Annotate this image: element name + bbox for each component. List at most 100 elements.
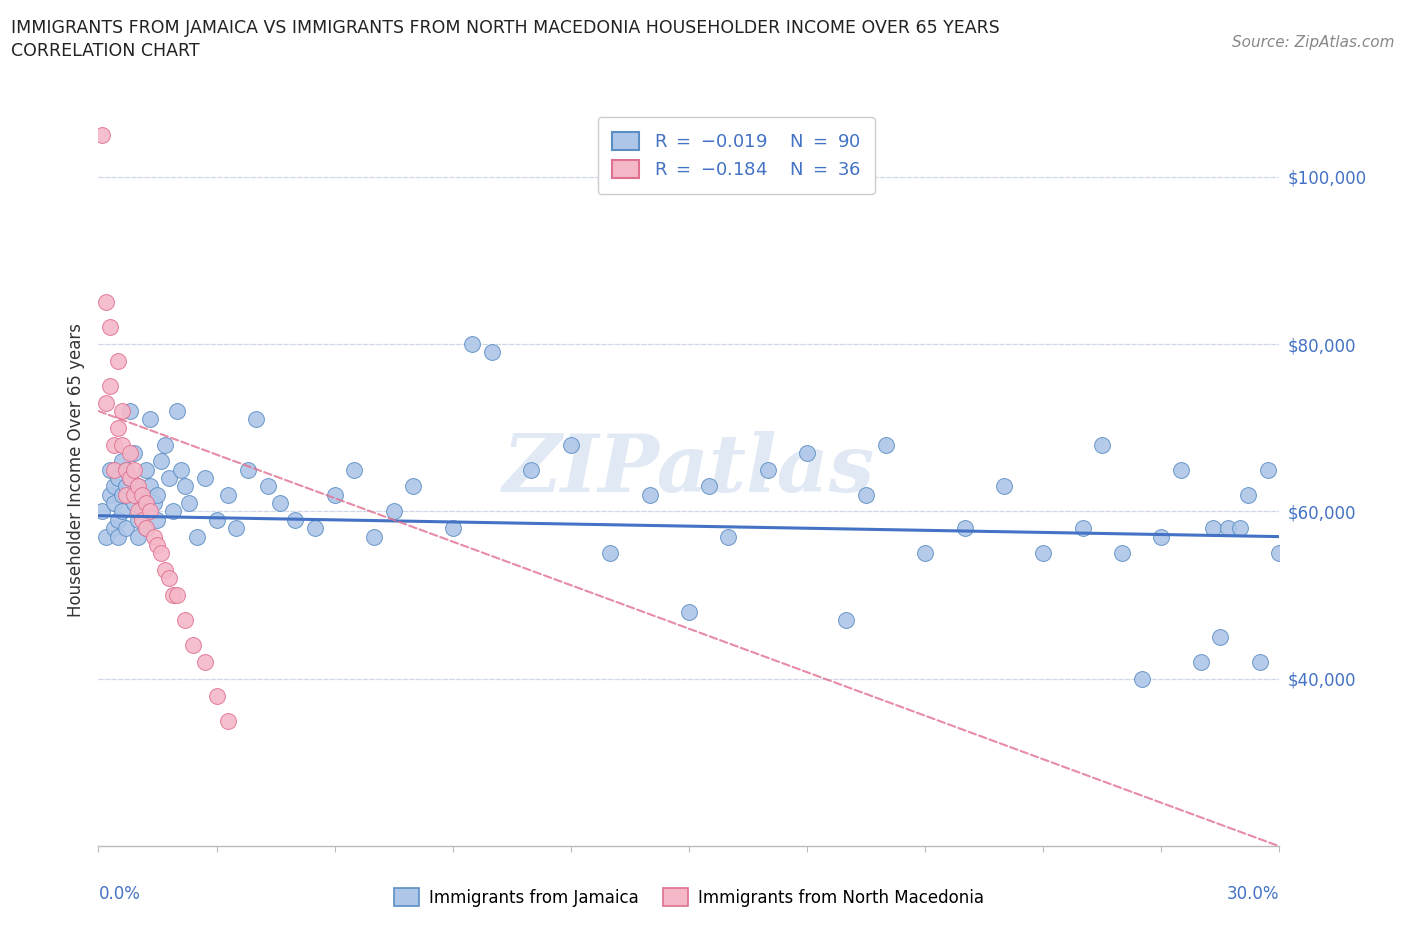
Point xyxy=(96,295,118,310)
Point xyxy=(323,487,346,502)
Point xyxy=(103,437,125,452)
Point xyxy=(135,496,157,511)
Point xyxy=(111,404,134,418)
Text: IMMIGRANTS FROM JAMAICA VS IMMIGRANTS FROM NORTH MACEDONIA HOUSEHOLDER INCOME OV: IMMIGRANTS FROM JAMAICA VS IMMIGRANTS FR… xyxy=(11,19,1000,36)
Point xyxy=(103,479,125,494)
Point xyxy=(382,504,405,519)
Point xyxy=(111,454,134,469)
Point xyxy=(103,496,125,511)
Point xyxy=(953,521,976,536)
Point xyxy=(441,521,464,536)
Point xyxy=(118,445,141,460)
Point xyxy=(181,638,204,653)
Point xyxy=(98,462,121,477)
Point xyxy=(142,529,165,544)
Point xyxy=(146,512,169,527)
Point xyxy=(96,395,118,410)
Point xyxy=(236,462,259,477)
Point xyxy=(402,479,425,494)
Point xyxy=(131,487,153,502)
Point xyxy=(599,546,621,561)
Point xyxy=(1237,487,1260,502)
Text: 0.0%: 0.0% xyxy=(98,885,141,903)
Point xyxy=(1218,521,1240,536)
Point xyxy=(135,521,157,536)
Point xyxy=(127,512,149,527)
Point xyxy=(1071,521,1094,536)
Point xyxy=(96,529,118,544)
Point xyxy=(1201,521,1223,536)
Point xyxy=(107,512,129,527)
Point xyxy=(118,471,141,485)
Point xyxy=(118,471,141,485)
Point xyxy=(146,538,169,552)
Point xyxy=(98,379,121,393)
Point xyxy=(1209,630,1232,644)
Point xyxy=(122,487,145,502)
Point xyxy=(115,462,138,477)
Point xyxy=(111,437,134,452)
Point xyxy=(225,521,247,536)
Point xyxy=(269,496,291,511)
Point xyxy=(1091,437,1114,452)
Point xyxy=(796,445,818,460)
Point xyxy=(174,613,197,628)
Point xyxy=(107,420,129,435)
Point xyxy=(122,496,145,511)
Point xyxy=(146,487,169,502)
Point xyxy=(103,521,125,536)
Point xyxy=(205,688,228,703)
Point xyxy=(245,412,267,427)
Point xyxy=(150,546,173,561)
Point xyxy=(756,462,779,477)
Point xyxy=(1150,529,1173,544)
Point xyxy=(166,588,188,603)
Point xyxy=(91,504,114,519)
Point xyxy=(186,529,208,544)
Point xyxy=(343,462,366,477)
Point xyxy=(155,563,177,578)
Point xyxy=(993,479,1015,494)
Point xyxy=(115,521,138,536)
Point xyxy=(194,655,217,670)
Point xyxy=(520,462,543,477)
Point xyxy=(157,571,180,586)
Point xyxy=(127,479,149,494)
Point xyxy=(1268,546,1291,561)
Point xyxy=(107,471,129,485)
Point xyxy=(91,127,114,142)
Point xyxy=(127,479,149,494)
Point xyxy=(115,479,138,494)
Point xyxy=(131,512,153,527)
Point xyxy=(1189,655,1212,670)
Point xyxy=(103,462,125,477)
Point xyxy=(678,604,700,619)
Point xyxy=(363,529,385,544)
Point xyxy=(1257,462,1279,477)
Point xyxy=(638,487,661,502)
Text: CORRELATION CHART: CORRELATION CHART xyxy=(11,42,200,60)
Point xyxy=(150,454,173,469)
Point xyxy=(835,613,858,628)
Point xyxy=(1170,462,1192,477)
Point xyxy=(217,713,239,728)
Point xyxy=(166,404,188,418)
Text: Source: ZipAtlas.com: Source: ZipAtlas.com xyxy=(1232,35,1395,50)
Point xyxy=(127,504,149,519)
Point xyxy=(1249,655,1271,670)
Point xyxy=(304,521,326,536)
Point xyxy=(98,487,121,502)
Point xyxy=(98,320,121,335)
Legend: Immigrants from Jamaica, Immigrants from North Macedonia: Immigrants from Jamaica, Immigrants from… xyxy=(387,882,991,913)
Point xyxy=(855,487,877,502)
Point xyxy=(481,345,503,360)
Point xyxy=(1111,546,1133,561)
Point xyxy=(118,404,141,418)
Point xyxy=(1130,671,1153,686)
Point xyxy=(217,487,239,502)
Point xyxy=(170,462,193,477)
Point xyxy=(914,546,936,561)
Point xyxy=(461,337,484,352)
Point xyxy=(1229,521,1251,536)
Point xyxy=(205,512,228,527)
